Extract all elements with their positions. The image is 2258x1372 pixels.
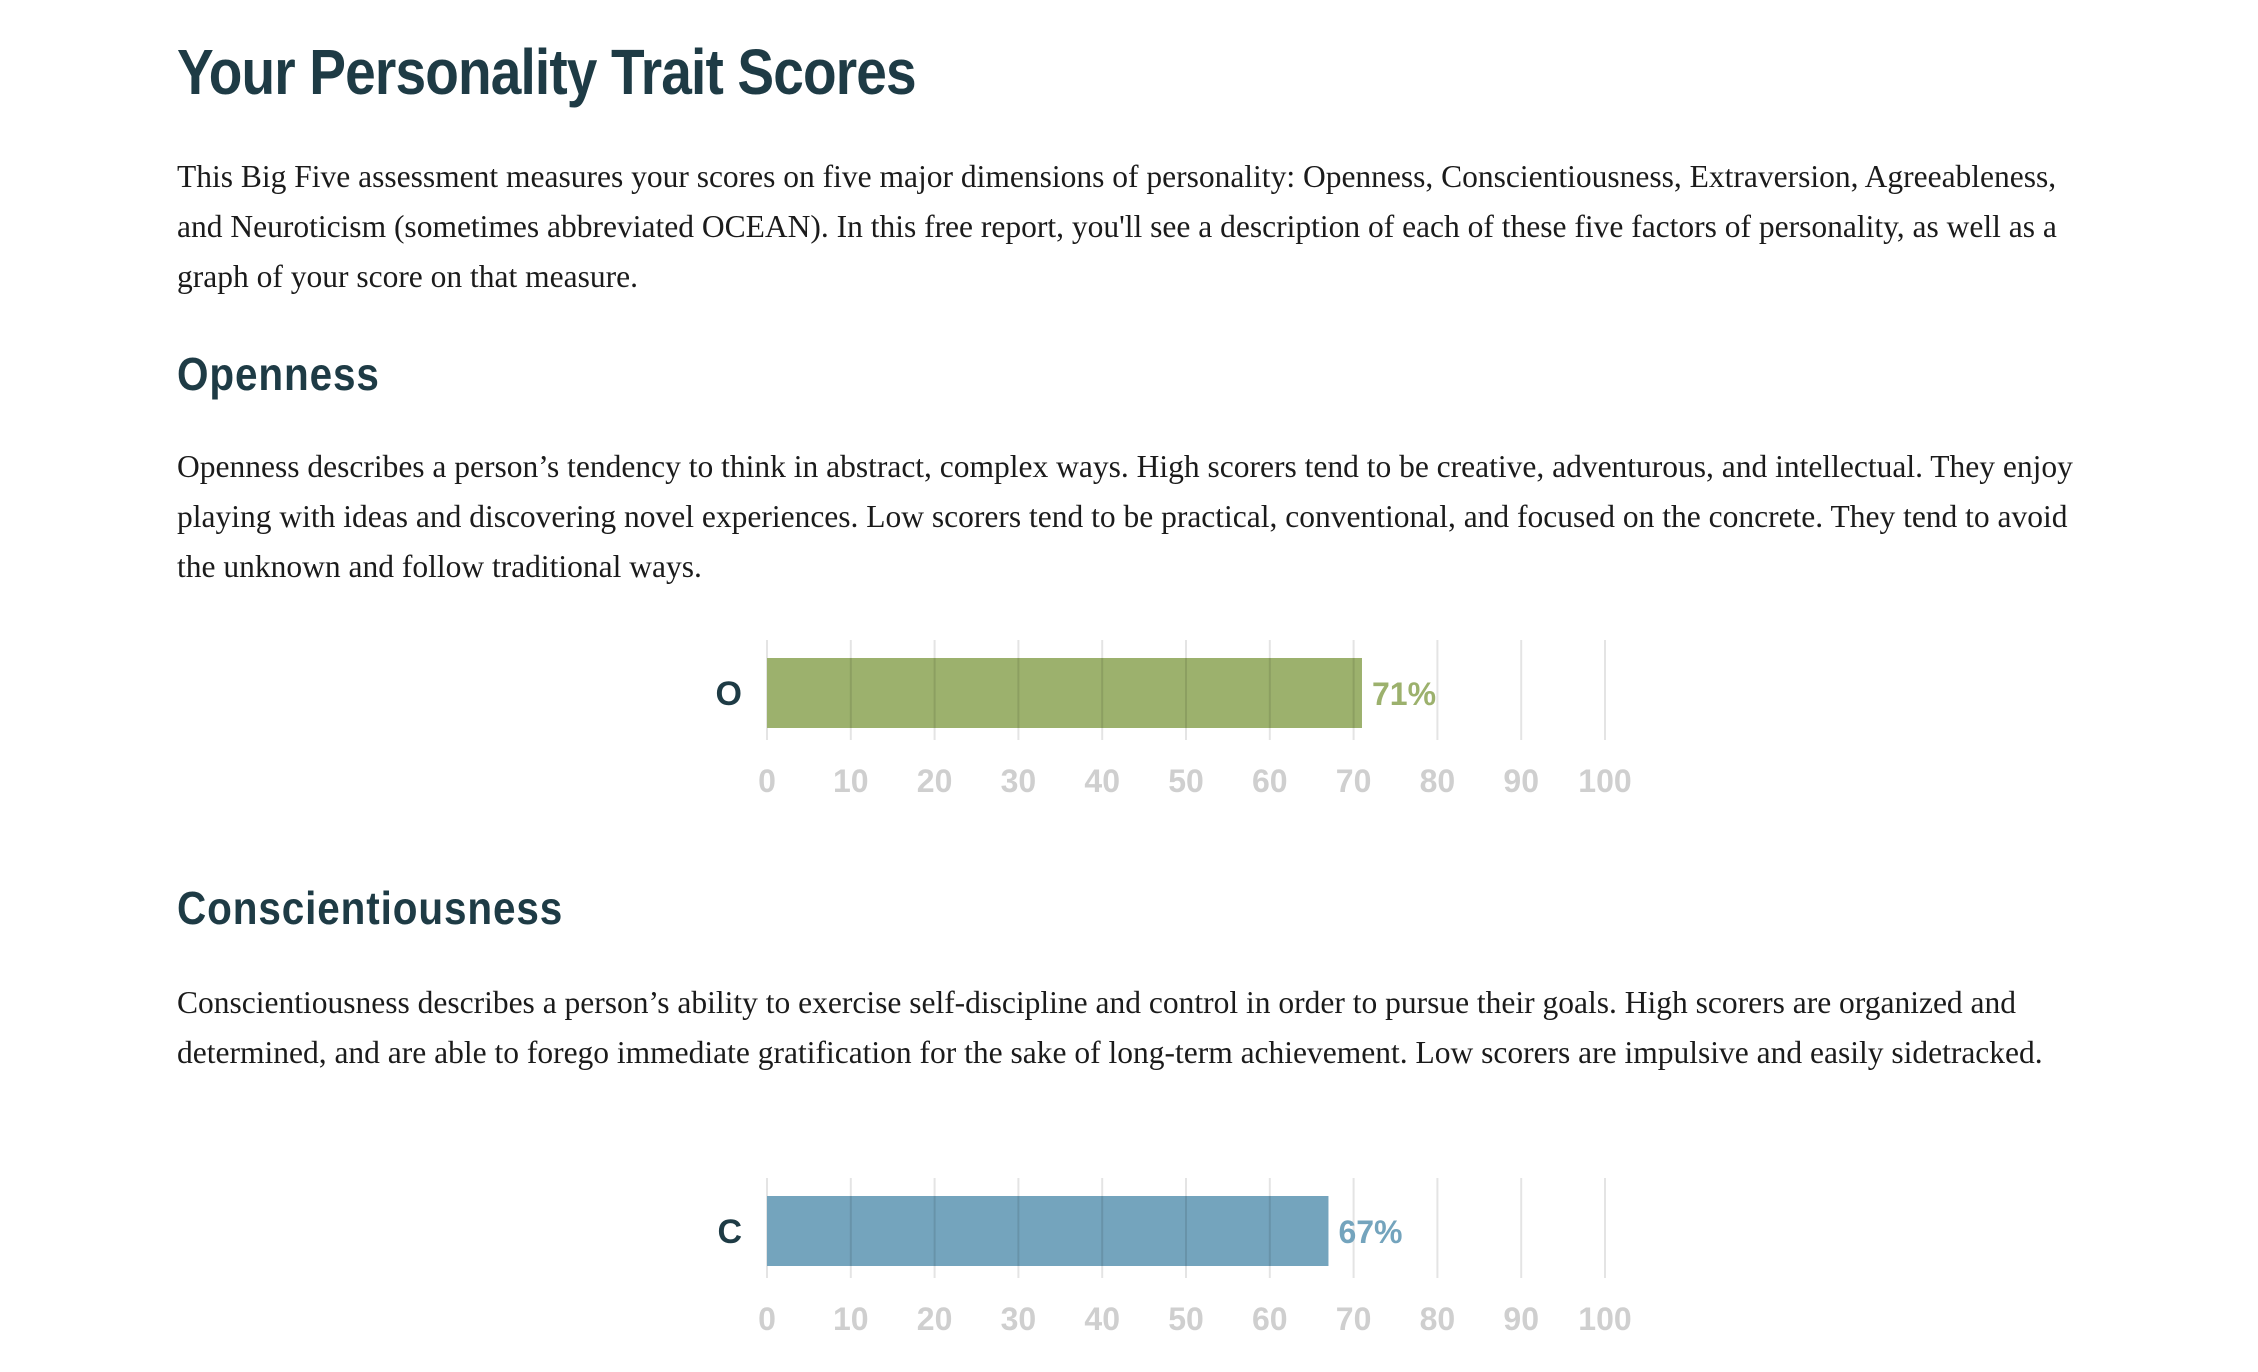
section-heading-conscientiousness: Conscientiousness — [177, 882, 564, 934]
tick-label: 70 — [1336, 763, 1372, 799]
section-description-conscientiousness: Conscientiousness describes a person’s a… — [177, 985, 2043, 1070]
data-label: 71% — [1372, 676, 1436, 712]
tick-label: 10 — [833, 1301, 869, 1337]
tick-label: 60 — [1252, 1301, 1288, 1337]
openness-score-chart: O 71% 0 10 20 30 40 50 60 70 80 90 100 — [716, 640, 1632, 799]
page-title: Your Personality Trait Scores — [177, 36, 917, 108]
conscientiousness-score-chart: C 67% 0 10 20 30 40 50 60 70 80 90 100 — [717, 1178, 1632, 1337]
section-description-openness: Openness describes a person’s tendency t… — [177, 449, 2073, 584]
tick-label: 100 — [1578, 1301, 1631, 1337]
data-label: 67% — [1338, 1214, 1402, 1250]
tick-label: 80 — [1420, 763, 1456, 799]
tick-label: 40 — [1084, 1301, 1120, 1337]
tick-label: 50 — [1168, 1301, 1204, 1337]
tick-label: 90 — [1503, 1301, 1539, 1337]
category-label: C — [717, 1213, 742, 1251]
tick-label: 80 — [1420, 1301, 1456, 1337]
tick-label: 90 — [1503, 763, 1539, 799]
tick-label: 70 — [1336, 1301, 1372, 1337]
tick-label: 0 — [758, 1301, 776, 1337]
tick-label: 60 — [1252, 763, 1288, 799]
section-heading-openness: Openness — [177, 348, 380, 400]
tick-label: 30 — [1001, 763, 1037, 799]
bar-c — [767, 1196, 1329, 1266]
tick-label: 50 — [1168, 763, 1204, 799]
tick-label: 0 — [758, 763, 776, 799]
bar-o — [767, 658, 1362, 728]
intro-paragraph: This Big Five assessment measures your s… — [177, 159, 2057, 294]
tick-label: 20 — [917, 1301, 953, 1337]
tick-label: 40 — [1084, 763, 1120, 799]
tick-label: 10 — [833, 763, 869, 799]
tick-label: 20 — [917, 763, 953, 799]
tick-label: 30 — [1001, 1301, 1037, 1337]
category-label: O — [716, 675, 742, 713]
tick-label: 100 — [1578, 763, 1631, 799]
